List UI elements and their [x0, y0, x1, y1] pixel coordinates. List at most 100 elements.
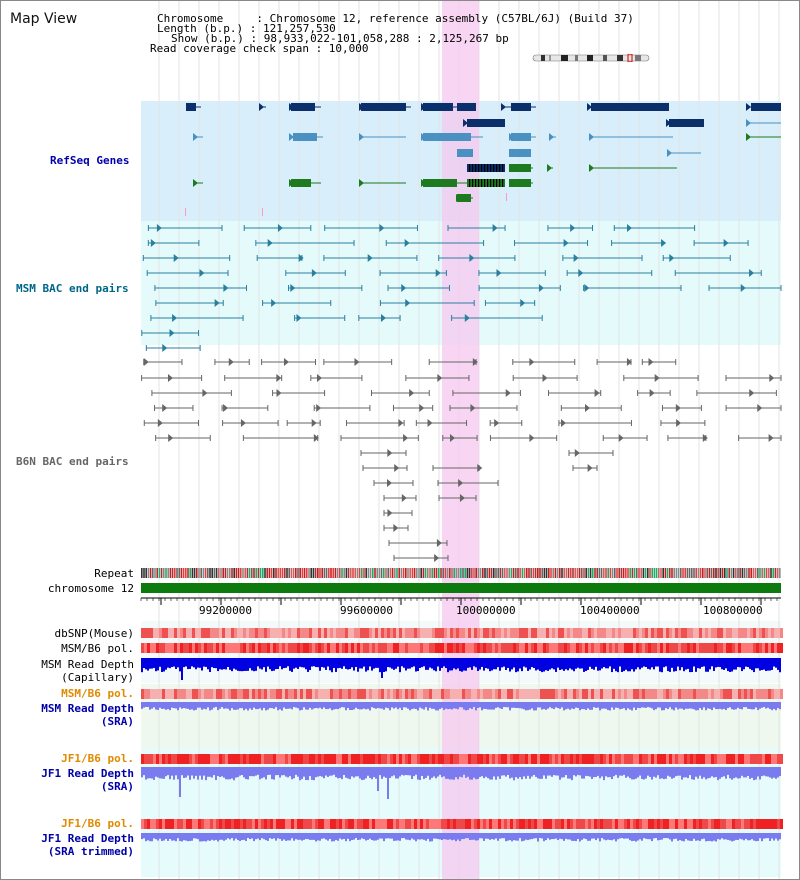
polymorphism-cell — [351, 819, 354, 829]
depth-bar — [515, 702, 517, 708]
depth-bar — [365, 658, 367, 672]
depth-bar — [175, 702, 177, 709]
depth-bar — [739, 658, 741, 668]
repeat-mark — [638, 568, 640, 578]
polymorphism-cell — [702, 819, 705, 829]
depth-bar — [285, 833, 287, 841]
polymorphism-cell — [225, 689, 228, 699]
polymorphism-cell — [495, 754, 498, 764]
depth-bar — [541, 658, 543, 673]
bac-pair-arrow — [584, 284, 590, 292]
depth-bar — [643, 833, 645, 839]
depth-bar — [317, 767, 319, 777]
depth-bar — [477, 702, 479, 708]
depth-bar — [615, 833, 617, 842]
bac-pair-arrow — [436, 539, 442, 547]
repeat-mark — [295, 568, 297, 578]
depth-bar — [253, 833, 255, 842]
depth-bar — [187, 833, 189, 842]
polymorphism-cell — [357, 643, 360, 653]
bac-pair-arrow — [316, 404, 322, 412]
bac-pair-arrow — [505, 389, 511, 397]
depth-bar — [325, 658, 327, 670]
depth-bar — [255, 767, 257, 776]
polymorphism-cell — [687, 754, 690, 764]
polymorphism-cell — [519, 643, 522, 653]
depth-bar — [679, 702, 681, 709]
depth-bar — [573, 658, 575, 672]
depth-bar — [471, 767, 473, 780]
depth-bar — [763, 767, 765, 776]
depth-bar — [353, 702, 355, 710]
polymorphism-cell — [648, 819, 651, 829]
depth-bar — [149, 767, 151, 779]
depth-bar — [199, 658, 201, 668]
polymorphism-cell — [504, 689, 507, 699]
depth-bar — [361, 658, 363, 669]
polymorphism-cell — [426, 754, 429, 764]
depth-bar — [181, 833, 183, 842]
polymorphism-cell — [726, 643, 729, 653]
polymorphism-cell — [210, 643, 213, 653]
polymorphism-cell — [678, 628, 681, 638]
repeat-mark — [255, 568, 257, 578]
depth-bar — [345, 658, 347, 669]
polymorphism-cell — [744, 819, 747, 829]
depth-bar — [595, 658, 597, 667]
polymorphism-cell — [735, 689, 738, 699]
polymorphism-cell — [276, 754, 279, 764]
depth-bar — [329, 702, 331, 709]
track-label-msm-b6-pol-sra: MSM/B6 pol. — [61, 687, 134, 700]
repeat-mark — [457, 568, 460, 578]
depth-bar — [311, 658, 313, 667]
polymorphism-cell — [369, 689, 372, 699]
repeat-mark — [754, 568, 757, 578]
depth-bar — [325, 833, 327, 840]
polymorphism-cell — [198, 754, 201, 764]
depth-bar — [597, 658, 599, 671]
depth-bar — [535, 767, 537, 777]
polymorphism-cell — [159, 628, 162, 638]
polymorphism-cell — [168, 689, 171, 699]
polymorphism-cell — [702, 628, 705, 638]
depth-bar — [281, 658, 283, 670]
polymorphism-cell — [453, 628, 456, 638]
polymorphism-cell — [693, 689, 696, 699]
polymorphism-cell — [534, 819, 537, 829]
polymorphism-cell — [741, 754, 744, 764]
polymorphism-cell — [294, 628, 297, 638]
depth-bar — [543, 767, 545, 776]
polymorphism-cell — [240, 754, 243, 764]
gene-arrow — [463, 119, 468, 127]
polymorphism-cell — [462, 628, 465, 638]
depth-bar — [201, 658, 203, 671]
polymorphism-cell — [633, 689, 636, 699]
polymorphism-cell — [435, 754, 438, 764]
polymorphism-cell — [423, 689, 426, 699]
depth-bar — [449, 702, 451, 709]
selection-highlight — [442, 1, 479, 879]
chromosome-ideogram[interactable] — [531, 54, 651, 62]
depth-bar — [425, 658, 427, 670]
depth-bar — [289, 702, 291, 709]
polymorphism-cell — [318, 754, 321, 764]
polymorphism-cell — [240, 819, 243, 829]
depth-bar — [337, 833, 339, 841]
depth-bar — [335, 767, 337, 778]
polymorphism-cell — [399, 754, 402, 764]
polymorphism-cell — [579, 643, 582, 653]
depth-bar — [631, 833, 633, 842]
depth-bar — [527, 833, 529, 841]
depth-bar — [553, 702, 555, 710]
depth-bar — [437, 702, 439, 711]
polymorphism-cell — [315, 628, 318, 638]
depth-bar — [189, 833, 191, 842]
depth-bar — [565, 702, 567, 710]
depth-bar — [747, 767, 749, 776]
polymorphism-cell — [489, 628, 492, 638]
depth-spike — [381, 658, 383, 678]
repeat-mark — [499, 568, 502, 578]
depth-bar — [497, 767, 499, 777]
polymorphism-cell — [486, 643, 489, 653]
